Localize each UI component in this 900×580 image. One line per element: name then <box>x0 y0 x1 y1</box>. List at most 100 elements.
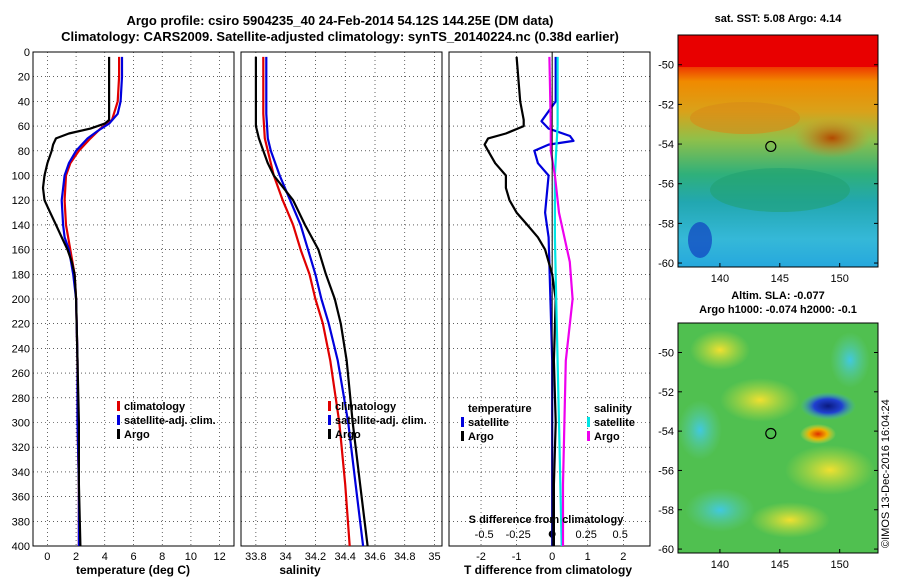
s-tick-label: 0.5 <box>613 529 628 541</box>
sst-front <box>690 102 800 134</box>
sla-feature <box>690 330 750 370</box>
map-lat-label: -56 <box>658 179 674 191</box>
map-lat-label: -54 <box>658 426 674 438</box>
difference-x-label: T difference from climatology <box>464 563 632 577</box>
map-lon-label: 140 <box>711 559 729 571</box>
difference-temperature-legend: temperature satellite Argo <box>461 403 532 443</box>
x-tick-label: 2 <box>620 551 626 563</box>
x-tick-label: 34.4 <box>335 551 356 563</box>
map-lat-label: -50 <box>658 60 674 72</box>
sla-map-subtitle: Argo h1000: -0.074 h2000: -0.1 <box>699 304 857 316</box>
sla-map <box>677 322 879 554</box>
s-tick-label: -0.5 <box>475 529 494 541</box>
difference-x-axis: -2 -1 0 1 2 <box>476 551 626 563</box>
map-lon-label: 145 <box>771 273 789 285</box>
legend-swatch-s-argo <box>587 431 590 441</box>
x-tick-label: 6 <box>130 551 136 563</box>
legend-swatch-t-satellite <box>461 417 464 427</box>
map-lat-label: -56 <box>658 465 674 477</box>
sla-feature <box>830 332 870 388</box>
depth-tick-label: 260 <box>12 368 30 380</box>
map-lon-label: 150 <box>830 273 848 285</box>
sla-feature <box>720 378 800 422</box>
depth-tick-label: 380 <box>12 516 30 528</box>
x-tick-label: -2 <box>476 551 486 563</box>
x-tick-label: 34.6 <box>364 551 385 563</box>
x-tick-label: -1 <box>512 551 522 563</box>
plot-title-line1: Argo profile: csiro 5904235_40 24-Feb-20… <box>126 13 554 28</box>
sst-warm-band <box>678 35 878 67</box>
depth-tick-label: 180 <box>12 269 30 281</box>
series-line-salinity-satellite <box>553 56 563 547</box>
series-line-salinity-argo <box>548 56 574 546</box>
depth-tick-label: 140 <box>12 220 30 232</box>
depth-axis: 0 20 40 60 80 100 120 140 160 180 200 220 240 260 280 3… <box>12 47 30 553</box>
legend-label-s-argo: Argo <box>594 431 620 443</box>
depth-tick-label: 60 <box>18 121 30 133</box>
legend-swatch-satellite <box>328 415 331 425</box>
legend-title-salinity: salinity <box>594 403 633 415</box>
sst-warm-eddy <box>794 118 870 158</box>
sst-map-frame <box>677 34 879 268</box>
depth-tick-label: 360 <box>12 492 30 504</box>
sla-map-title: Altim. SLA: -0.077 <box>731 290 825 302</box>
depth-tick-label: 240 <box>12 343 30 355</box>
depth-tick-label: 280 <box>12 393 30 405</box>
map-lat-label: -50 <box>658 347 674 359</box>
legend-label-t-argo: Argo <box>468 431 494 443</box>
sla-feature <box>750 502 830 538</box>
argo-position-marker <box>765 427 777 440</box>
series-line-satellite-adj-clim- <box>265 56 365 547</box>
x-tick-label: 34.8 <box>394 551 415 563</box>
x-tick-label: 0 <box>549 551 555 563</box>
plot-title-line2: Climatology: CARS2009. Satellite-adjuste… <box>61 29 619 44</box>
depth-tick-label: 160 <box>12 245 30 257</box>
depth-tick-label: 120 <box>12 195 30 207</box>
series-line-temperature-argo <box>483 56 557 546</box>
sst-map-axes: -50 -52 -54 -56 -58 -60 140 145 150 <box>658 60 878 285</box>
legend-label-t-satellite: satellite <box>468 417 509 429</box>
difference-series <box>483 56 575 547</box>
map-lat-label: -60 <box>658 258 674 270</box>
temperature-grid <box>33 51 234 547</box>
sla-map-axes: -50 -52 -54 -56 -58 -60 140 145 150 <box>658 347 878 571</box>
legend-title-temperature: temperature <box>468 403 532 415</box>
legend-label-s-satellite: satellite <box>594 417 635 429</box>
legend-swatch-s-satellite <box>587 417 590 427</box>
difference-salinity-legend: salinity satellite Argo <box>587 403 635 443</box>
depth-tick-label: 80 <box>18 146 30 158</box>
salinity-x-label: salinity <box>279 563 321 577</box>
depth-tick-label: 320 <box>12 442 30 454</box>
sst-map <box>677 34 879 268</box>
depth-tick-label: 400 <box>12 541 30 553</box>
x-tick-label: 33.8 <box>245 551 266 563</box>
legend-label-climatology: climatology <box>124 401 186 413</box>
map-lat-label: -54 <box>658 139 674 151</box>
map-lon-label: 150 <box>830 559 848 571</box>
sst-cold-patch <box>688 222 712 258</box>
salinity-series <box>254 56 369 547</box>
x-tick-label: 0 <box>44 551 50 563</box>
legend-label-satellite: satellite-adj. clim. <box>335 415 427 427</box>
sst-map-title: sat. SST: 5.08 Argo: 4.14 <box>714 13 842 25</box>
x-tick-label: 34 <box>280 551 292 563</box>
sla-low-anomaly <box>800 392 856 420</box>
map-lat-label: -58 <box>658 218 674 230</box>
argo-position-marker <box>765 140 777 153</box>
x-tick-label: 12 <box>214 551 226 563</box>
depth-tick-label: 20 <box>18 72 30 84</box>
series-line-climatology <box>262 56 351 547</box>
temperature-x-axis: 0 2 4 6 8 10 12 <box>44 551 225 563</box>
x-tick-label: 35 <box>428 551 440 563</box>
series-line-argo <box>254 56 369 547</box>
legend-label-argo: Argo <box>124 429 150 441</box>
legend-label-satellite: satellite-adj. clim. <box>124 415 216 427</box>
sla-feature <box>785 445 875 495</box>
depth-tick-label: 0 <box>24 47 30 59</box>
series-line-argo <box>41 56 111 547</box>
map-lat-label: -58 <box>658 505 674 517</box>
map-lon-label: 140 <box>711 273 729 285</box>
sla-high-anomaly <box>800 424 836 444</box>
sla-map-frame <box>677 322 879 554</box>
s-tick-label: -0.25 <box>506 529 531 541</box>
